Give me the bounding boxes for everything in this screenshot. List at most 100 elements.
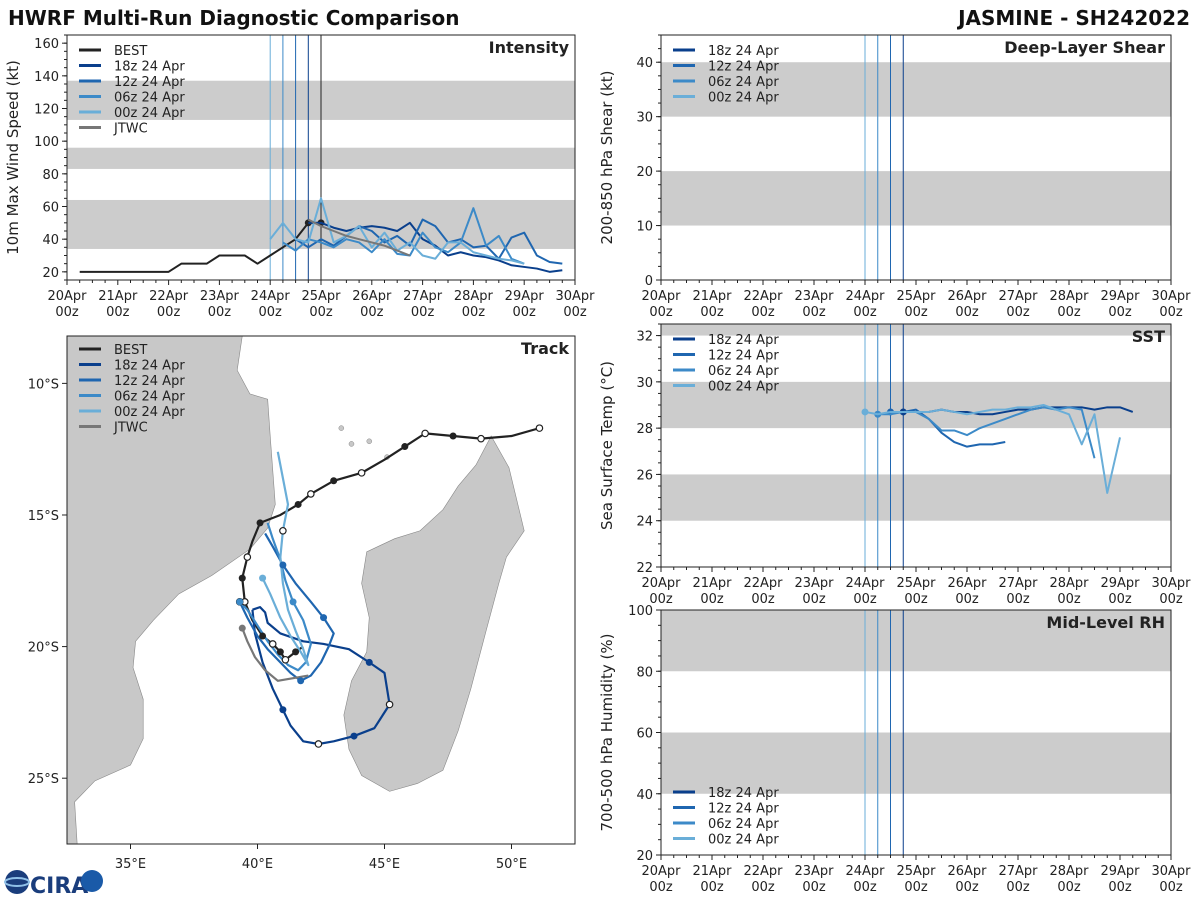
shear-legend-label: 12z 24 Apr	[708, 60, 779, 75]
intensity-xtick-label: 21Apr	[98, 289, 138, 304]
intensity-xtick-label: 00z	[563, 305, 587, 320]
island-landmass	[338, 425, 345, 431]
sst-xtick-label: 00z	[700, 592, 724, 607]
shear-xtick-label: 27Apr	[998, 289, 1038, 304]
rh-xtick-label: 28Apr	[1049, 864, 1089, 879]
track-point-12z	[297, 677, 305, 685]
intensity-xtick-label: 30Apr	[555, 289, 595, 304]
island-landmass	[366, 438, 373, 445]
africa-landmass	[67, 336, 276, 844]
intensity-series-12z	[295, 218, 563, 265]
track-point-BEST	[449, 432, 457, 440]
intensity-xtick-label: 00z	[462, 305, 486, 320]
sst-xtick-label: 00z	[802, 592, 826, 607]
shear-xtick-label: 29Apr	[1100, 289, 1140, 304]
rh-xtick-label: 00z	[700, 880, 724, 895]
sst-marker-00z	[861, 408, 869, 416]
track-point-18z	[279, 706, 287, 714]
sst-xtick-label: 22Apr	[743, 576, 783, 591]
sst-ylabel: Sea Surface Temp (°C)	[598, 361, 616, 530]
sst-xtick-label: 25Apr	[896, 576, 936, 591]
intensity-ytick-label: 120	[34, 103, 59, 118]
track-legend-label: 18z 24 Apr	[114, 359, 185, 374]
intensity-legend-label: 00z 24 Apr	[114, 106, 185, 121]
intensity-xtick-label: 00z	[157, 305, 181, 320]
intensity-legend-label: JTWC	[113, 122, 148, 137]
rh-legend-label: 06z 24 Apr	[708, 817, 779, 832]
shear-xtick-label: 00z	[649, 305, 673, 320]
intensity-legend-label: 06z 24 Apr	[114, 91, 185, 106]
rh-xtick-label: 00z	[1159, 880, 1183, 895]
rh-band	[661, 732, 1171, 794]
track-series-18z	[251, 606, 391, 746]
shear-ylabel: 200-850 hPa Shear (kt)	[598, 71, 616, 245]
madagascar-landmass	[343, 435, 525, 792]
shear-xtick-label: 00z	[1057, 305, 1081, 320]
sst-ytick-label: 32	[636, 330, 653, 345]
shear-xtick-label: 21Apr	[692, 289, 732, 304]
intensity-xtick-label: 27Apr	[403, 289, 443, 304]
shear-title: Deep-Layer Shear	[1004, 38, 1165, 57]
track-point-open-BEST	[421, 429, 429, 438]
track-point-18z	[350, 732, 358, 740]
intensity-xtick-label: 00z	[513, 305, 537, 320]
intensity-legend-label: 12z 24 Apr	[114, 75, 185, 90]
track-point-open-00z	[279, 526, 287, 535]
intensity-legend-label: 18z 24 Apr	[114, 60, 185, 75]
track-point-BEST	[256, 519, 264, 527]
track-legend-label: 00z 24 Apr	[114, 405, 185, 420]
track-legend-label: JTWC	[113, 421, 148, 436]
cira-logo: CIRA	[4, 870, 103, 899]
shear-xtick-label: 23Apr	[794, 289, 834, 304]
sst-xtick-label: 00z	[649, 592, 673, 607]
track-title: Track	[521, 339, 569, 358]
shear-legend-label: 18z 24 Apr	[708, 44, 779, 59]
intensity-xtick-label: 26Apr	[352, 289, 392, 304]
intensity-xtick-label: 00z	[55, 305, 79, 320]
rh-xtick-label: 00z	[1057, 880, 1081, 895]
shear-xtick-label: 00z	[700, 305, 724, 320]
intensity-plot-area	[67, 35, 575, 280]
sst-ytick-label: 30	[636, 376, 653, 391]
intensity-ytick-label: 40	[42, 233, 59, 248]
shear-legend-label: 06z 24 Apr	[708, 75, 779, 90]
track-xtick-label: 50°E	[496, 857, 527, 872]
rh-xtick-label: 30Apr	[1151, 864, 1191, 879]
rh-plot-area	[661, 610, 1171, 855]
sst-xtick-label: 00z	[1159, 592, 1183, 607]
sst-xtick-label: 00z	[1006, 592, 1030, 607]
track-point-open-BEST	[535, 424, 544, 432]
intensity-series-JTWC	[307, 218, 411, 257]
shear-panel: 01020304020Apr00z21Apr00z22Apr00z23Apr00…	[598, 34, 1191, 320]
track-point-12z	[279, 561, 287, 569]
track-legend-label: 12z 24 Apr	[114, 374, 185, 389]
track-point-open-BEST	[243, 553, 252, 561]
rh-legend-label: 00z 24 Apr	[708, 833, 779, 848]
rh-xtick-label: 00z	[904, 880, 928, 895]
rh-xtick-label: 24Apr	[845, 864, 885, 879]
sst-xtick-label: 20Apr	[641, 576, 681, 591]
track-point-BEST	[238, 574, 246, 582]
shear-ytick-label: 10	[636, 220, 653, 235]
intensity-xtick-label: 24Apr	[251, 289, 291, 304]
intensity-ytick-label: 160	[34, 37, 59, 52]
track-frame	[66, 335, 576, 845]
sst-title: SST	[1132, 327, 1165, 346]
rh-xtick-label: 25Apr	[896, 864, 936, 879]
rh-ytick-label: 100	[628, 604, 653, 619]
sst-band	[661, 324, 1171, 336]
logo-globe-icon	[5, 870, 29, 894]
shear-band	[661, 171, 1171, 226]
intensity-xtick-label: 25Apr	[301, 289, 341, 304]
island-landmass	[348, 441, 355, 447]
sst-plot-area	[661, 324, 1171, 567]
intensity-xtick-label: 00z	[360, 305, 384, 320]
intensity-series-BEST	[79, 221, 321, 273]
shear-xtick-label: 00z	[1006, 305, 1030, 320]
rh-xtick-label: 00z	[955, 880, 979, 895]
track-point-06z	[236, 598, 244, 606]
